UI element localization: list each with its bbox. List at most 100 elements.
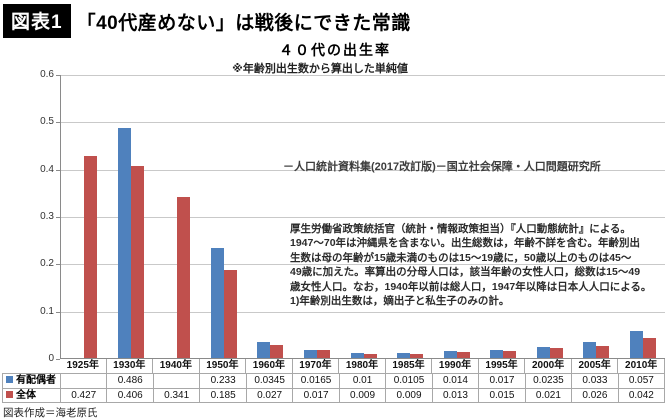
table-value-cell: 0.057 <box>619 374 666 388</box>
table-value-cell: 0.013 <box>433 389 480 402</box>
footnote-line: 生数は母の年齢が15歳未満のものは15～19歳に，50歳以上のものは45～ <box>290 251 632 264</box>
bar-全体-1960年 <box>270 345 284 358</box>
bar-有配偶者-1995年 <box>490 350 504 358</box>
footnote-line: 厚生労働省政策統括官（統計・情報政策担当）『人口動態統計』による。 <box>290 223 631 235</box>
bar-全体-1990年 <box>456 351 470 358</box>
y-axis-label: 0.6 <box>40 69 54 80</box>
table-series-row-全体: 全体 0.427 0.406 0.341 0.185 0.027 0.017 0.009 0.0… <box>2 388 666 403</box>
source-annotation: －人口統計資料集(2017改訂版)－国立社会保障・人口問題研究所 <box>283 161 601 173</box>
gridline <box>60 169 665 171</box>
footnote-line: 1)年齢別出生数は，嫡出子と私生子のみの計。 <box>290 295 510 308</box>
table-value-cell: 0.341 <box>154 389 201 402</box>
bar-全体-1970年 <box>316 350 330 358</box>
gridline <box>60 217 665 218</box>
bar-全体-2000年 <box>549 348 563 358</box>
table-value-cell <box>154 374 201 388</box>
table-year-cell: 1950年 <box>200 359 247 373</box>
table-year-cell: 1980年 <box>339 359 386 373</box>
bar-全体-1930年 <box>130 165 144 358</box>
legend-label-有配偶者: 有配偶者 <box>3 374 61 388</box>
table-value-cell: 0.009 <box>340 389 387 402</box>
table-value-cell: 0.026 <box>572 389 619 402</box>
table-value-cell: 0.01 <box>340 374 387 388</box>
bar-有配偶者-1985年 <box>397 353 411 358</box>
table-year-cell: 1990年 <box>432 359 479 373</box>
legend-swatch-全体 <box>6 391 13 398</box>
plot-area <box>60 75 665 359</box>
table-value-cell: 0.015 <box>479 389 526 402</box>
bar-全体-1950年 <box>223 270 237 358</box>
y-axis-tick <box>56 359 60 360</box>
footnote-line: 歳女性人口。なお，1940年以前は総人口，1947年以降は日本人人口による。 <box>290 280 652 293</box>
legend-label-全体: 全体 <box>3 389 61 402</box>
table-value-cell: 0.017 <box>479 374 526 388</box>
bar-有配偶者-2010年 <box>629 331 643 358</box>
chart-subtitle: ※年齢別出生数から算出した単純値 <box>232 63 408 75</box>
table-value-cell: 0.021 <box>526 389 573 402</box>
bar-全体-1995年 <box>503 350 517 358</box>
legend-swatch-有配偶者 <box>6 376 13 383</box>
bar-有配偶者-1980年 <box>350 353 364 358</box>
table-value-cell: 0.014 <box>433 374 480 388</box>
table-year-cell: 1925年 <box>60 359 107 373</box>
bar-有配偶者-1990年 <box>443 351 457 358</box>
bar-全体-2005年 <box>596 345 610 358</box>
table-value-cell: 0.009 <box>386 389 433 402</box>
table-year-cell: 2005年 <box>572 359 619 373</box>
bar-有配偶者-1960年 <box>257 341 271 358</box>
gridline <box>60 311 665 313</box>
table-value-cell: 0.027 <box>247 389 294 402</box>
y-axis-label: 0.2 <box>40 258 54 270</box>
table-value-cell: 0.0345 <box>247 374 294 388</box>
y-axis-tick <box>56 122 60 124</box>
footnote-block: 厚生労働省政策統括官（統計・情報政策担当）『人口動態統計』による。 1947～70… <box>290 222 651 308</box>
figure-header: 図表1 「40代産めない」は戦後にできた常識 <box>3 4 411 38</box>
table-value-cell: 0.0165 <box>293 374 340 388</box>
bar-全体-1985年 <box>410 353 424 358</box>
footnote-line: 49歳に加えた。率算出の分母人口は，該当年齢の女性人口，総数は15～49 <box>290 266 641 279</box>
bar-全体-1940年 <box>177 196 191 358</box>
table-year-cell: 1960年 <box>246 359 293 373</box>
bar-有配偶者-2000年 <box>536 346 550 358</box>
bar-有配偶者-1950年 <box>210 247 224 358</box>
table-value-cell: 0.033 <box>572 374 619 388</box>
y-axis-label: 0.5 <box>40 116 54 128</box>
table-value-cell: 0.185 <box>200 389 247 402</box>
table-value-cell: 0.406 <box>107 389 154 402</box>
y-axis-tick <box>56 217 60 218</box>
table-value-cell: 0.042 <box>619 389 666 402</box>
table-value-cell: 0.0105 <box>386 374 433 388</box>
table-year-row: 1925年 1930年 1940年 1950年 1960年 1970年 1980年 1985年… <box>60 359 665 373</box>
bar-有配偶者-1970年 <box>303 350 317 358</box>
table-year-cell: 1970年 <box>293 359 340 373</box>
gridline <box>60 264 665 266</box>
table-value-cell: 0.233 <box>200 374 247 388</box>
gridline <box>60 122 665 124</box>
bar-有配偶者-1930年 <box>117 128 131 358</box>
chart-title: ４０代の出生率 <box>279 42 391 58</box>
bar-全体-1925年 <box>84 155 98 358</box>
y-axis-tick <box>56 311 60 313</box>
figure-number-badge: 図表1 <box>3 4 71 38</box>
y-axis-tick <box>56 75 60 76</box>
bar-有配偶者-2005年 <box>583 342 597 358</box>
y-axis-label: 0.4 <box>40 163 54 175</box>
table-year-cell: 1985年 <box>386 359 433 373</box>
table-series-row-有配偶者: 有配偶者 0.486 0.233 0.0345 0.0165 0.01 0.0105 0.01… <box>2 373 666 388</box>
table-year-cell: 1995年 <box>479 359 526 373</box>
table-year-cell: 2010年 <box>618 359 665 373</box>
table-value-cell: 0.017 <box>293 389 340 402</box>
table-value-cell <box>61 374 108 388</box>
y-axis-label: 0.1 <box>40 305 54 317</box>
bar-全体-1980年 <box>363 353 377 358</box>
table-value-cell: 0.486 <box>107 374 154 388</box>
table-year-cell: 2000年 <box>525 359 572 373</box>
table-value-cell: 0.427 <box>61 389 108 402</box>
table-value-cell: 0.0235 <box>526 374 573 388</box>
figure-title: 「40代産めない」は戦後にできた常識 <box>76 12 411 34</box>
y-axis-tick <box>56 264 60 266</box>
y-axis-label: 0 <box>48 353 54 364</box>
table-year-cell: 1940年 <box>153 359 200 373</box>
table-year-cell: 1930年 <box>107 359 154 373</box>
